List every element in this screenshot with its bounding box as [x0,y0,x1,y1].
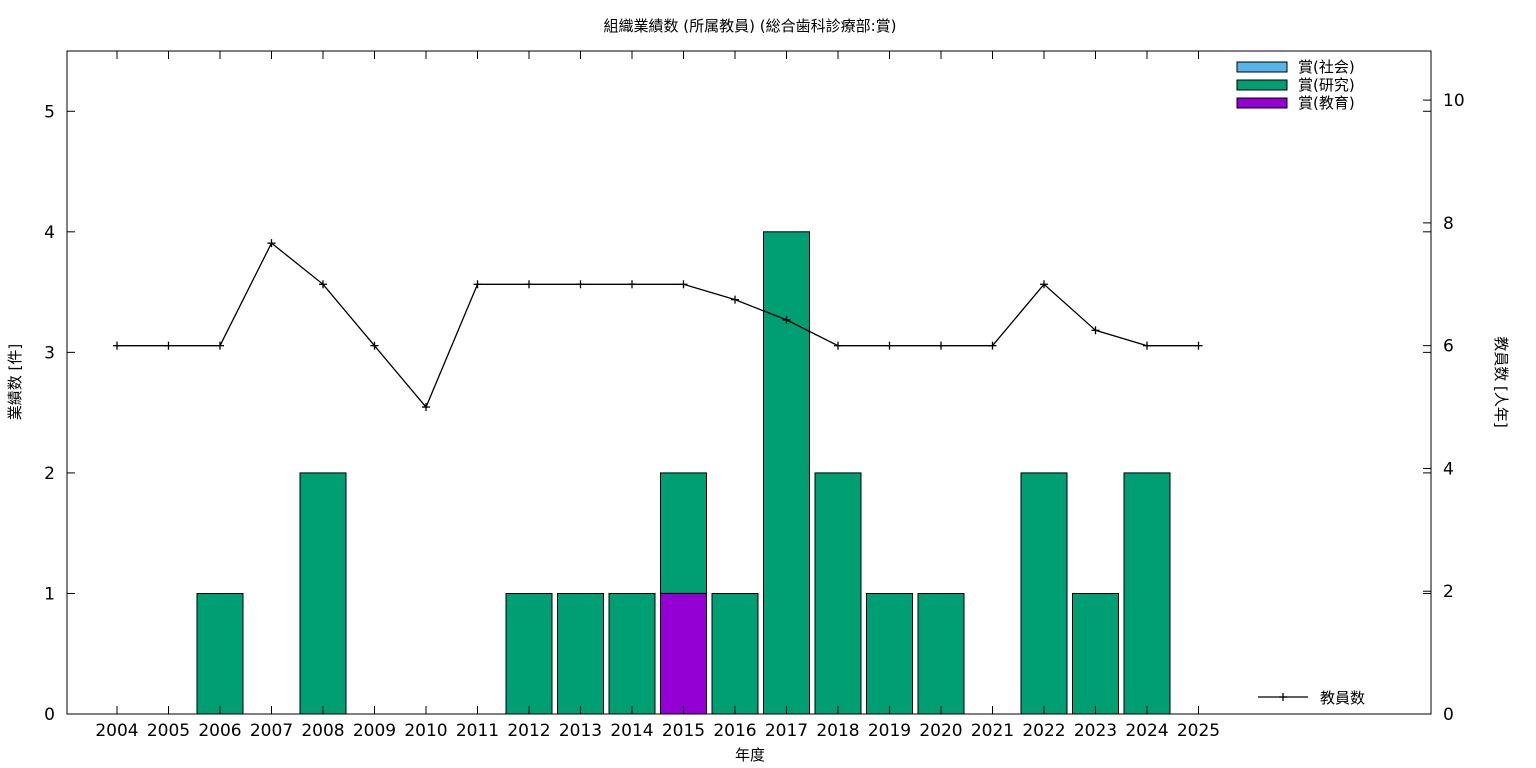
line-point-2008 [319,280,327,289]
legend-line-label: 教員数 [1320,689,1365,707]
y2-tick-label: 0 [1443,705,1454,725]
y-tick-label: 1 [44,584,55,604]
bar-2020-1 [917,593,965,715]
x-tick-label: 2024 [1125,721,1168,741]
x-tick-label: 2012 [507,721,550,741]
x-tick-label: 2022 [1022,721,1065,741]
bar-2024-1 [1123,472,1171,715]
x-tick-label: 2005 [147,721,190,741]
line-point-2024 [1143,341,1151,350]
bar-2016-1 [711,593,759,715]
bar-2014-1 [608,593,656,715]
y-tick-label: 0 [44,705,55,725]
line-point-2025 [1194,341,1203,350]
bar-2015-1 [660,472,707,594]
line-point-2019 [885,341,894,350]
line-point-2011 [473,280,482,289]
line-point-2005 [164,341,173,350]
line-point-2004 [113,341,121,350]
x-tick-label: 2014 [610,721,653,741]
line-point-2018 [834,341,842,350]
line-point-2020 [937,341,945,350]
x-axis-label: 年度 [735,746,765,764]
x-tick-label: 2009 [353,721,396,741]
x-tick-label: 2025 [1177,721,1220,741]
y-tick-label: 3 [44,343,55,363]
legend-swatch-0 [1236,61,1288,73]
bar-2012-1 [505,593,553,715]
line-point-2015 [679,280,688,289]
y-tick-label: 4 [44,223,55,243]
x-tick-label: 2015 [662,721,705,741]
bar-2008-1 [299,472,347,715]
legend: 賞(社会)賞(研究)賞(教育) 教員数 [1236,58,1365,707]
x-tick-label: 2006 [198,721,241,741]
line-point-2007 [267,239,276,248]
y2-tick-label: 8 [1443,214,1454,234]
y2-tick-label: 4 [1443,459,1454,479]
legend-label-2: 賞(教育) [1298,94,1355,112]
x-tick-label: 2008 [301,721,344,741]
bar-2015-2 [660,593,707,715]
legend-label-0: 賞(社会) [1298,58,1355,76]
line-point-2021 [988,341,997,350]
faculty-count-line [117,242,1199,409]
x-tick-label: 2018 [816,721,859,741]
y-axis-label: 業績数 [件] [6,344,24,420]
bar-2018-1 [814,472,862,715]
line-point-2009 [370,341,379,350]
y2-tick-label: 6 [1443,337,1454,357]
x-tick-label: 2010 [404,721,447,741]
bars [196,231,1171,715]
x-tick-label: 2004 [95,721,138,741]
x-tick-label: 2019 [868,721,911,741]
legend-swatch-2 [1236,97,1288,109]
x-tick-label: 2023 [1074,721,1117,741]
bar-2017-1 [763,231,810,715]
x-tick-label: 2007 [250,721,293,741]
y-tick-label: 5 [44,102,55,122]
y2-tick-label: 2 [1443,582,1454,602]
y-tick-label: 2 [44,464,55,484]
bar-2006-1 [196,593,244,715]
line-point-2023 [1091,326,1100,335]
line-point-2022 [1040,280,1048,289]
x-tick-label: 2017 [765,721,808,741]
line-layer [113,239,1203,412]
y2-axis-label: 教員数 [人年] [1492,336,1510,427]
y2-axis: 0 2 4 6 8 10 [1423,91,1465,725]
legend-swatch-1 [1236,79,1288,91]
line-point-2017 [782,315,791,324]
y2-tick-label: 10 [1443,91,1465,111]
x-tick-label: 2011 [456,721,499,741]
bar-2022-1 [1020,472,1068,715]
line-point-2006 [216,341,224,350]
line-point-2013 [576,280,585,289]
line-point-2014 [628,280,636,289]
x-tick-label: 2020 [919,721,962,741]
bar-2023-1 [1072,593,1119,715]
line-point-2012 [525,280,533,289]
x-tick-label: 2016 [713,721,756,741]
line-point-2016 [731,295,739,304]
bar-2019-1 [866,593,913,715]
legend-label-1: 賞(研究) [1298,76,1355,94]
chart-title: 組織業績数 (所属教員) (総合歯科診療部:賞) [604,17,897,35]
x-tick-label: 2021 [971,721,1014,741]
line-point-2010 [422,403,430,412]
x-axis: 2004 2005 2006 2007 2008 2009 2010 2011 2012 2013… [95,51,1220,741]
x-tick-label: 2013 [559,721,602,741]
bar-2013-1 [557,593,604,715]
